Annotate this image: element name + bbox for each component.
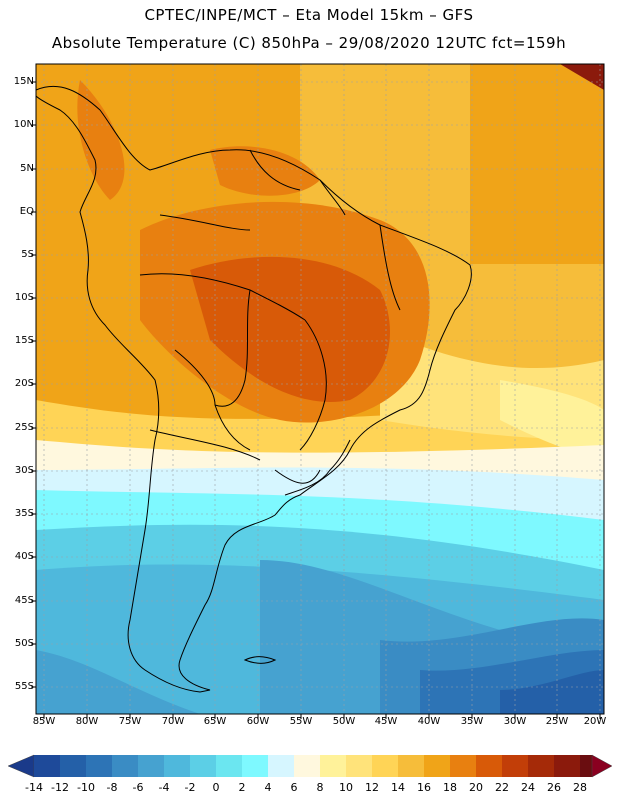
colorbar-label: 16: [417, 781, 431, 794]
lat-label: 30S: [14, 465, 34, 476]
colorbar-swatch: [294, 755, 320, 777]
colorbar-swatch: [320, 755, 346, 777]
lat-label: 20S: [14, 378, 34, 389]
lon-label: 60W: [246, 716, 270, 727]
lon-label: 70W: [161, 716, 185, 727]
axis-ticks: [31, 81, 601, 719]
colorbar-swatch: [580, 755, 592, 777]
colorbar-swatch: [138, 755, 164, 777]
lat-label: 25S: [14, 422, 34, 433]
colorbar-low-arrow: [7, 754, 35, 778]
colorbar-label: 0: [212, 781, 220, 794]
colorbar-swatch: [554, 755, 580, 777]
colorbar-label: 20: [469, 781, 483, 794]
lat-label: 35S: [14, 508, 34, 519]
lon-label: 20W: [583, 716, 607, 727]
colorbar-swatch: [34, 755, 60, 777]
colorbar-label: 18: [443, 781, 457, 794]
colorbar-swatch: [424, 755, 450, 777]
colorbar-swatch: [190, 755, 216, 777]
map-frame: [35, 63, 605, 715]
lon-label: 65W: [203, 716, 227, 727]
colorbar-label: 28: [573, 781, 587, 794]
lat-label: 5S: [21, 249, 34, 260]
lat-label: 15S: [14, 335, 34, 346]
colorbar-swatch: [112, 755, 138, 777]
colorbar-swatch: [528, 755, 554, 777]
lon-label: 75W: [118, 716, 142, 727]
lat-label: 55S: [14, 681, 34, 692]
lon-label: 40W: [417, 716, 441, 727]
colorbar-label: -12: [51, 781, 69, 794]
lon-label: 30W: [503, 716, 527, 727]
chart-title-line1: CPTEC/INPE/MCT – Eta Model 15km – GFS: [144, 6, 474, 24]
chart-title-line2: Absolute Temperature (C) 850hPa – 29/08/…: [51, 34, 567, 52]
colorbar-swatch: [476, 755, 502, 777]
lon-label: 50W: [332, 716, 356, 727]
lat-label: EQ: [19, 206, 34, 217]
colorbar-swatch: [502, 755, 528, 777]
lat-label: 15N: [13, 76, 34, 87]
colorbar-swatch: [164, 755, 190, 777]
colorbar-label: 10: [339, 781, 353, 794]
colorbar-swatch: [60, 755, 86, 777]
lon-label: 55W: [289, 716, 313, 727]
colorbar-label: -6: [132, 781, 144, 794]
colorbar-swatch: [450, 755, 476, 777]
colorbar-swatch: [86, 755, 112, 777]
lon-label: 35W: [460, 716, 484, 727]
lat-label: 50S: [14, 638, 34, 649]
colorbar-label: -8: [106, 781, 118, 794]
colorbar-swatch: [216, 755, 242, 777]
colorbar-label: 4: [264, 781, 272, 794]
lat-label: 10N: [13, 119, 34, 130]
lon-label: 45W: [374, 716, 398, 727]
colorbar-swatch: [346, 755, 372, 777]
coastline: [35, 85, 472, 693]
graticule: [36, 64, 604, 714]
colorbar-label: 24: [521, 781, 535, 794]
lat-label: 5N: [20, 163, 34, 174]
temperature-field: [36, 64, 604, 714]
colorbar-label: -10: [77, 781, 95, 794]
lon-label: 25W: [545, 716, 569, 727]
colorbar-label: 6: [290, 781, 298, 794]
lon-label: 85W: [32, 716, 56, 727]
lat-label: 45S: [14, 595, 34, 606]
colorbar-label: -2: [184, 781, 196, 794]
lat-label: 10S: [14, 292, 34, 303]
colorbar-label: 22: [495, 781, 509, 794]
colorbar-swatch: [268, 755, 294, 777]
colorbar-swatch: [242, 755, 268, 777]
colorbar-label: 8: [316, 781, 324, 794]
colorbar-label: 14: [391, 781, 405, 794]
colorbar-label: -4: [158, 781, 170, 794]
colorbar-label: 2: [238, 781, 246, 794]
colorbar: [7, 754, 613, 778]
lat-label: 40S: [14, 551, 34, 562]
colorbar-label: 12: [365, 781, 379, 794]
colorbar-label: -14: [25, 781, 43, 794]
colorbar-swatch: [372, 755, 398, 777]
colorbar-label: 26: [547, 781, 561, 794]
lon-label: 80W: [75, 716, 99, 727]
colorbar-high-arrow: [591, 754, 613, 778]
colorbar-swatch: [398, 755, 424, 777]
